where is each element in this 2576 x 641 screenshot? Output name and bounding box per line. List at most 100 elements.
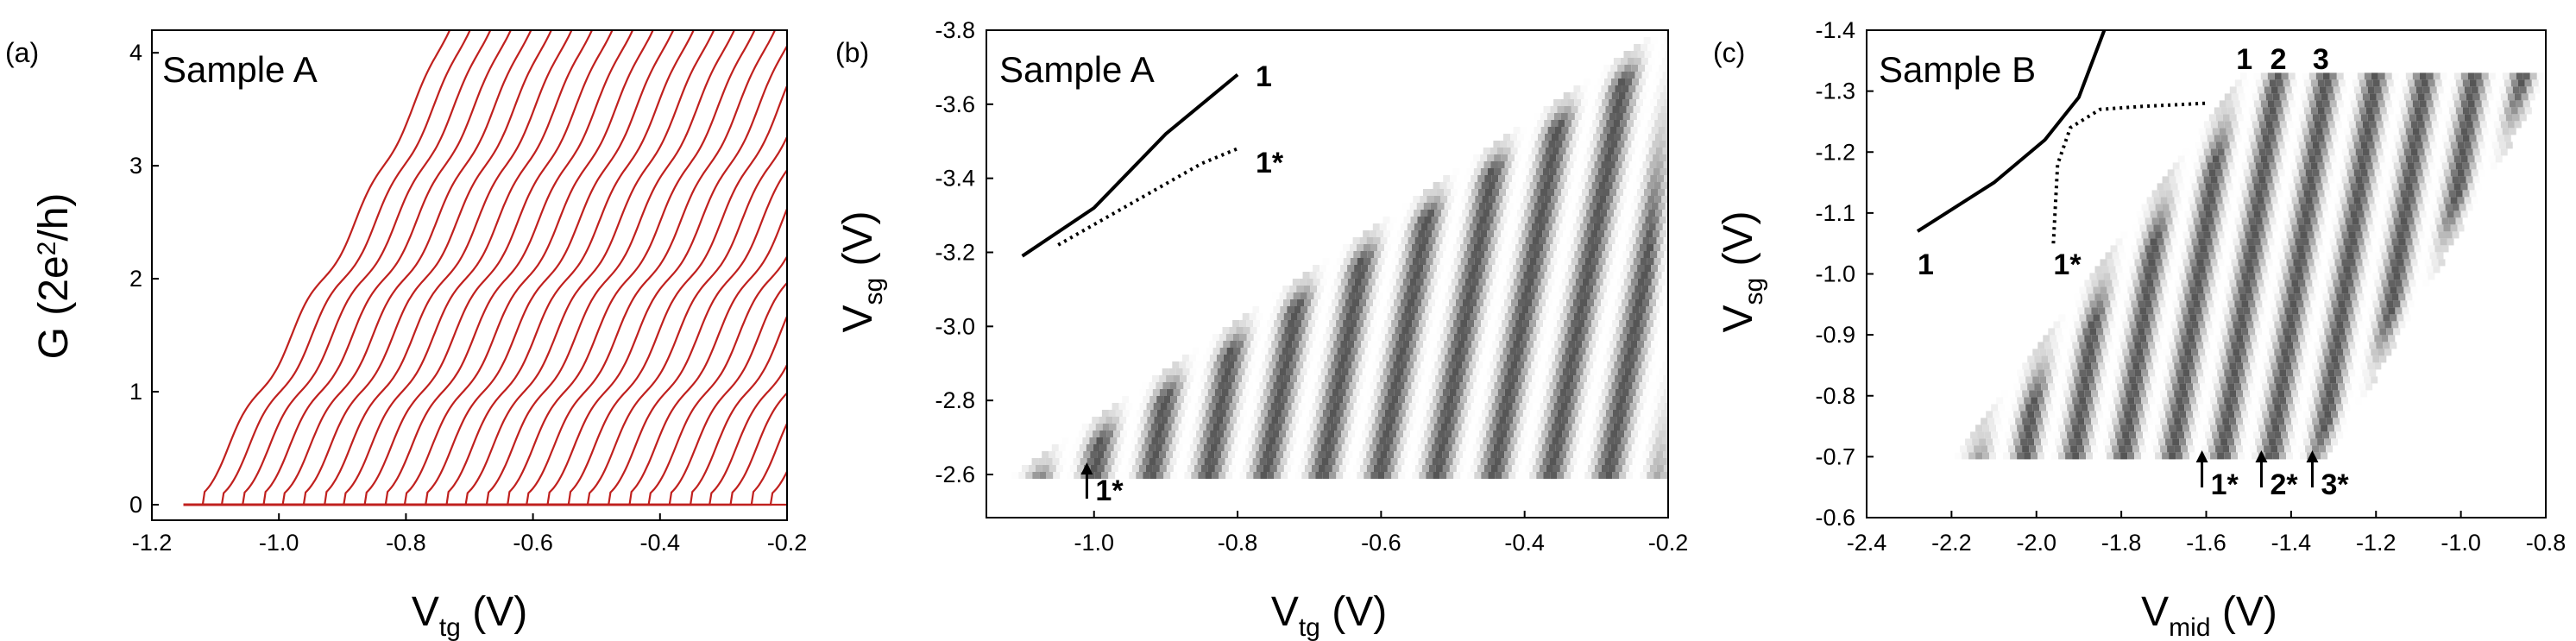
panel-b-heat-cell <box>1451 279 1458 286</box>
panel-a-xtick-label: -0.8 <box>386 530 426 556</box>
panel-b-heat-cell <box>1348 292 1356 299</box>
panel-c-heat-cell <box>2217 176 2225 184</box>
panel-b-heat-cell <box>1425 230 1433 237</box>
panel-c-heat-cell <box>2283 107 2290 115</box>
panel-b-heat-cell <box>1234 361 1242 368</box>
panel-c-heat-cell <box>2398 155 2406 163</box>
panel-c-heat-cell <box>2260 238 2268 246</box>
panel-b-heat-cell <box>1335 382 1343 389</box>
panel-c-heat-cell <box>2272 259 2280 267</box>
panel-b-heat-cell <box>1461 272 1469 279</box>
panel-b-heat-cell <box>1630 265 1638 272</box>
panel-b-heat-cell <box>1447 196 1455 203</box>
panel-c-heat-cell <box>2452 93 2459 101</box>
panel-b-heat-cell <box>1535 458 1543 465</box>
panel-c-heat-cell <box>2312 280 2320 287</box>
panel-c-heat-cell <box>2417 231 2425 239</box>
panel-c-heat-cell <box>2400 190 2408 198</box>
panel-c-heat-cell <box>2288 128 2296 135</box>
panel-b-heat-cell <box>1187 403 1195 410</box>
panel-b-heat-cell <box>1429 403 1437 410</box>
panel-c-heat-cell <box>2415 114 2423 122</box>
panel-b-heat-cell <box>1377 334 1385 341</box>
panel-b-heat-cell <box>1307 444 1314 451</box>
panel-c-heat-cell <box>2269 107 2277 115</box>
panel-b-heat-cell <box>1590 230 1598 237</box>
panel-b-heat-cell <box>1641 72 1649 79</box>
panel-b-heat-cell <box>1465 368 1473 375</box>
panel-b-heat-cell <box>1420 424 1427 430</box>
panel-b-heat-cell <box>1564 106 1571 113</box>
panel-b-heat-cell <box>1238 458 1246 465</box>
panel-c-heat-cell <box>2422 197 2430 204</box>
panel-c-heat-cell <box>2426 72 2434 80</box>
panel-b-heat-cell <box>1609 175 1616 182</box>
panel-c-heat-cell <box>2495 100 2503 108</box>
panel-b-heat-cell <box>1222 327 1230 334</box>
panel-b-heat-cell <box>1167 403 1175 410</box>
panel-b-heat-cell <box>1304 451 1312 458</box>
panel-b-heat-cell <box>1249 313 1257 320</box>
panel-c-heat-cell <box>2267 238 2275 246</box>
panel-c-heat-cell <box>2284 169 2292 177</box>
panel-b-heat-cell <box>1647 182 1654 189</box>
panel-b-heat-cell <box>1343 244 1350 251</box>
panel-c-heat-cell <box>2378 155 2385 163</box>
panel-b-heat-cell <box>1212 396 1219 403</box>
panel-b-heat-cell <box>1644 189 1651 196</box>
panel-b-heat-cell <box>1496 437 1504 444</box>
panel-b-heat-cell <box>1396 368 1404 375</box>
panel-c-heat-cell <box>2398 72 2406 80</box>
panel-c-heat-cell <box>2426 211 2434 218</box>
panel-b-heat-cell <box>1376 292 1383 299</box>
panel-c-heat-cell <box>2141 286 2149 294</box>
panel-c-heat-cell <box>2250 280 2258 287</box>
panel-b-heat-cell <box>1618 306 1626 313</box>
panel-c-heat-cell <box>2466 121 2473 129</box>
panel-b-heat-cell <box>1427 424 1434 430</box>
panel-c-heat-cell <box>2476 162 2484 170</box>
panel-b-heat-cell <box>1207 451 1215 458</box>
panel-c-heat-cell <box>2410 148 2418 156</box>
panel-b-heat-cell <box>1565 286 1573 292</box>
panel-c-heat-cell <box>2405 211 2413 218</box>
panel-b-heat-cell <box>1631 430 1639 437</box>
panel-c-heat-cell <box>2203 121 2211 129</box>
panel-b-heat-cell <box>1370 334 1378 341</box>
panel-c-heat-cell <box>2327 286 2335 294</box>
panel-c-heat-cell <box>2172 245 2180 253</box>
panel-b-heat-cell <box>1408 237 1415 244</box>
panel-b-heatmap <box>1011 30 1668 479</box>
panel-c-heat-cell <box>2428 79 2435 87</box>
panel-c-heat-cell <box>2214 273 2221 280</box>
panel-b-heat-cell <box>1581 403 1589 410</box>
panel-b-heat-cell <box>1080 472 1088 479</box>
panel-b-heat-cell <box>1090 451 1098 458</box>
panel-c-heat-cell <box>2300 259 2308 267</box>
panel-b-heat-cell <box>1653 92 1660 99</box>
panel-b-heat-cell <box>1553 113 1561 120</box>
panel-b-heat-cell <box>1149 396 1157 403</box>
panel-c-heat-cell <box>2415 169 2423 177</box>
panel-c-heat-cell <box>2298 252 2306 260</box>
panel-b-heat-cell <box>1483 313 1491 320</box>
panel-b-heat-cell <box>1244 430 1252 437</box>
panel-b-heat-cell <box>1621 361 1628 368</box>
panel-b-heat-cell <box>1439 320 1447 327</box>
panel-c-heat-cell <box>2134 259 2142 267</box>
panel-b-heat-cell <box>1448 223 1456 230</box>
panel-b-heat-cell <box>1570 458 1578 465</box>
panel-b-heat-cell <box>1299 341 1307 348</box>
panel-c-heat-cell <box>2253 128 2261 135</box>
panel-c-heat-cell <box>2276 217 2283 225</box>
panel-c-heat-cell <box>2203 148 2211 156</box>
panel-c-heat-cell <box>2353 224 2361 232</box>
panel-c-heat-cell <box>2276 273 2283 280</box>
panel-c-heat-cell <box>2220 217 2228 225</box>
panel-c-heat-cell <box>2233 238 2240 246</box>
panel-b-heat-cell <box>1395 279 1403 286</box>
panel-b-heat-cell <box>1391 472 1399 479</box>
panel-c-heat-cell <box>2410 286 2418 294</box>
panel-c-heat-cell <box>2324 300 2332 308</box>
panel-c-heat-cell <box>2376 231 2384 239</box>
